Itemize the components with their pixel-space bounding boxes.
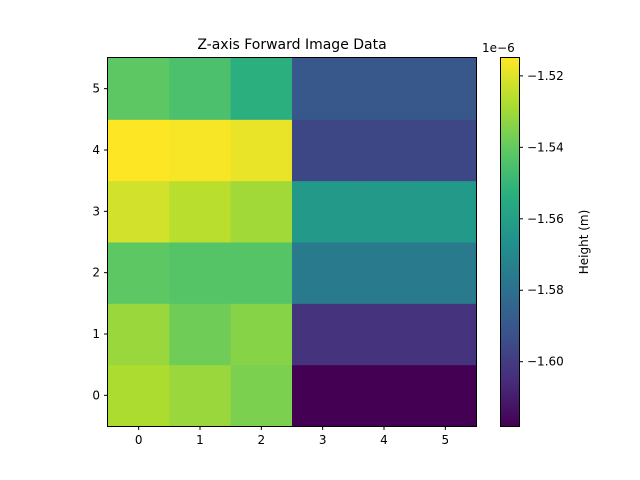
heatmap-cell-r0-c4 (353, 364, 416, 427)
heatmap-cell-r3-c3 (292, 180, 354, 243)
colorbar-frame (500, 57, 520, 427)
heatmap-cell-r2-c4 (353, 242, 416, 304)
heatmap-cells (108, 58, 477, 427)
x-tick-label: 2 (258, 433, 266, 447)
y-tick-label: 4 (92, 143, 100, 157)
chart-title: Z-axis Forward Image Data (197, 37, 386, 53)
y-axis: 0 1 2 3 4 5 (92, 82, 108, 402)
x-tick-label: 4 (380, 433, 388, 447)
heatmap-cell-r5-c1 (169, 58, 232, 120)
heatmap-cell-r2-c0 (108, 242, 170, 304)
heatmap-cell-r1-c1 (169, 303, 232, 366)
heatmap-cell-r5-c3 (292, 58, 354, 120)
colorbar-tick-label: −1.60 (527, 355, 564, 369)
y-tick-label: 5 (92, 82, 100, 96)
colorbar-ticks: −1.52 −1.54 −1.56 −1.58 −1.60 (519, 69, 564, 369)
x-axis: 0 1 2 3 4 5 (135, 426, 449, 447)
heatmap-cell-r4-c2 (230, 119, 293, 182)
heatmap-cell-r4-c4 (353, 119, 416, 182)
y-tick-label: 2 (92, 266, 100, 280)
heatmap-cell-r4-c3 (292, 119, 354, 182)
heatmap-cell-r3-c0 (108, 180, 170, 243)
y-tick-label: 0 (92, 388, 100, 402)
colorbar-multiplier: 1e−6 (482, 41, 515, 55)
heatmap-cell-r3-c1 (169, 180, 232, 243)
colorbar-tick-label: −1.58 (527, 283, 564, 297)
heatmap-cell-r0-c1 (169, 364, 232, 427)
x-tick-label: 5 (442, 433, 450, 447)
heatmap-cell-r4-c5 (414, 119, 477, 182)
heatmap-cell-r1-c5 (414, 303, 477, 366)
heatmap-cell-r0-c0 (108, 364, 170, 427)
x-tick-label: 3 (319, 433, 327, 447)
plot-frame (107, 57, 477, 427)
y-tick-label: 3 (92, 204, 100, 218)
heatmap-cell-r2-c3 (292, 242, 354, 304)
heatmap-cell-r0-c2 (230, 364, 293, 427)
colorbar-tick-label: −1.52 (527, 69, 564, 83)
heatmap-cell-r0-c5 (414, 364, 477, 427)
x-tick-label: 1 (196, 433, 204, 447)
heatmap-cell-r5-c2 (230, 58, 293, 120)
heatmap-cell-r4-c0 (108, 119, 170, 182)
heatmap-cell-r1-c4 (353, 303, 416, 366)
heatmap-cell-r2-c1 (169, 242, 232, 304)
heatmap-cell-r5-c4 (353, 58, 416, 120)
colorbar-tick-label: −1.54 (527, 140, 564, 154)
colorbar-label: Height (m) (577, 210, 591, 275)
heatmap-cell-r3-c4 (353, 180, 416, 243)
heatmap-cell-r4-c1 (169, 119, 232, 182)
colorbar-tick-label: −1.56 (527, 212, 564, 226)
heatmap-cell-r5-c5 (414, 58, 477, 120)
heatmap-cell-r1-c2 (230, 303, 293, 366)
heatmap-cell-r2-c2 (230, 242, 293, 304)
heatmap-cell-r2-c5 (414, 242, 477, 304)
heatmap-cell-r3-c5 (414, 180, 477, 243)
heatmap-cell-r3-c2 (230, 180, 293, 243)
colorbar-gradient (501, 58, 520, 426)
heatmap-cell-r1-c0 (108, 303, 170, 366)
heatmap-cell-r5-c0 (108, 58, 170, 120)
heatmap-cell-r0-c3 (292, 364, 354, 427)
heatmap-cell-r1-c3 (292, 303, 354, 366)
y-tick-label: 1 (92, 327, 100, 341)
x-tick-label: 0 (135, 433, 143, 447)
